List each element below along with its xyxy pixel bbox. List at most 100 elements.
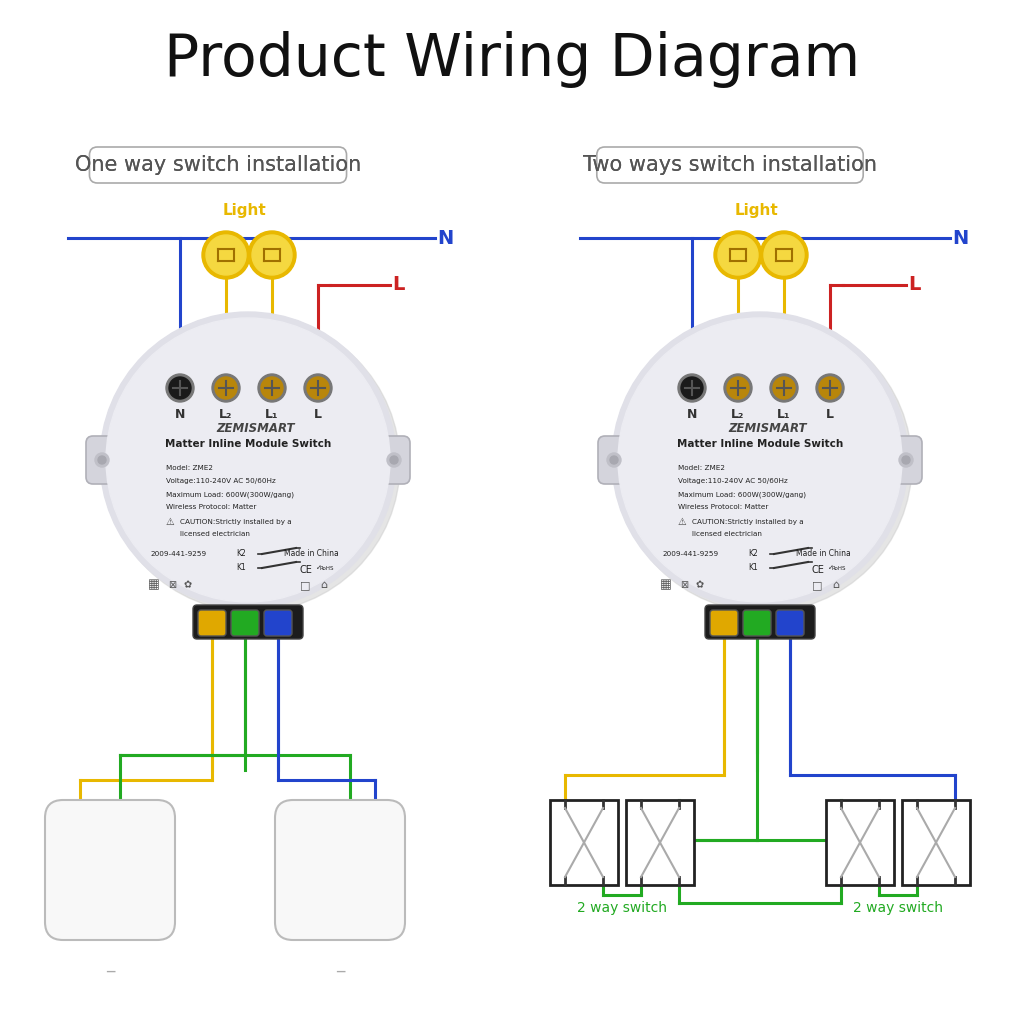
Circle shape (678, 374, 706, 402)
Circle shape (607, 453, 621, 467)
Circle shape (202, 231, 250, 279)
Text: Wireless Protocol: Matter: Wireless Protocol: Matter (678, 504, 768, 510)
FancyBboxPatch shape (89, 147, 346, 183)
Text: Light: Light (734, 203, 778, 217)
Circle shape (248, 231, 296, 279)
Circle shape (816, 374, 844, 402)
Text: Two ways switch installation: Two ways switch installation (583, 155, 877, 175)
Text: L: L (314, 408, 322, 421)
Text: N: N (437, 228, 454, 248)
Text: Wireless Protocol: Matter: Wireless Protocol: Matter (166, 504, 256, 510)
FancyBboxPatch shape (550, 800, 618, 885)
Circle shape (104, 316, 400, 612)
Circle shape (387, 453, 401, 467)
Text: K2: K2 (748, 550, 758, 558)
Text: ▦: ▦ (660, 579, 672, 592)
Circle shape (724, 374, 752, 402)
Text: CE: CE (812, 565, 825, 575)
Circle shape (95, 453, 109, 467)
FancyBboxPatch shape (626, 800, 694, 885)
Text: K1: K1 (748, 563, 758, 572)
Circle shape (307, 377, 329, 399)
Circle shape (98, 456, 106, 464)
FancyBboxPatch shape (598, 436, 630, 484)
FancyBboxPatch shape (597, 147, 863, 183)
Text: Product Wiring Diagram: Product Wiring Diagram (164, 32, 860, 88)
Text: N: N (952, 228, 969, 248)
Circle shape (718, 234, 758, 275)
FancyBboxPatch shape (378, 436, 410, 484)
FancyBboxPatch shape (45, 800, 175, 940)
Text: ⌂: ⌂ (831, 580, 839, 590)
Circle shape (902, 456, 910, 464)
FancyBboxPatch shape (826, 800, 894, 885)
Circle shape (770, 374, 798, 402)
Circle shape (212, 374, 240, 402)
Circle shape (100, 312, 396, 608)
Text: 2 way switch: 2 way switch (853, 901, 943, 915)
Text: Maximum Load: 600W(300W/gang): Maximum Load: 600W(300W/gang) (166, 490, 294, 498)
Text: Made in China: Made in China (796, 550, 851, 558)
Text: ✓: ✓ (316, 565, 322, 571)
Text: RoHS: RoHS (319, 566, 335, 571)
Text: Voltage:110-240V AC 50/60Hz: Voltage:110-240V AC 50/60Hz (166, 478, 275, 484)
FancyBboxPatch shape (743, 610, 771, 636)
Text: L₁: L₁ (265, 408, 279, 421)
Circle shape (727, 377, 749, 399)
Text: □: □ (812, 580, 822, 590)
FancyBboxPatch shape (705, 605, 815, 639)
FancyBboxPatch shape (275, 800, 406, 940)
Text: □: □ (300, 580, 310, 590)
Text: ⚠: ⚠ (678, 517, 687, 527)
Text: 2009-441-9259: 2009-441-9259 (662, 551, 718, 557)
Text: licensed electrician: licensed electrician (692, 531, 762, 537)
Text: Voltage:110-240V AC 50/60Hz: Voltage:110-240V AC 50/60Hz (678, 478, 787, 484)
FancyBboxPatch shape (231, 610, 259, 636)
Circle shape (610, 456, 618, 464)
Circle shape (390, 456, 398, 464)
Text: ZEMISMART: ZEMISMART (217, 422, 295, 434)
Text: 2 way switch: 2 way switch (577, 901, 667, 915)
Circle shape (106, 318, 390, 602)
Text: K2: K2 (236, 550, 246, 558)
FancyBboxPatch shape (264, 610, 292, 636)
Text: L: L (826, 408, 834, 421)
Text: Light: Light (222, 203, 266, 217)
FancyBboxPatch shape (86, 436, 118, 484)
Circle shape (206, 234, 246, 275)
Circle shape (166, 374, 194, 402)
Text: Model: ZME2: Model: ZME2 (678, 465, 725, 471)
Text: ⊠: ⊠ (168, 580, 176, 590)
Circle shape (258, 374, 286, 402)
Circle shape (681, 377, 703, 399)
FancyBboxPatch shape (710, 610, 738, 636)
Text: _: _ (336, 954, 344, 972)
Text: One way switch installation: One way switch installation (75, 155, 361, 175)
Text: Maximum Load: 600W(300W/gang): Maximum Load: 600W(300W/gang) (678, 490, 806, 498)
FancyBboxPatch shape (902, 800, 970, 885)
Circle shape (618, 318, 902, 602)
Circle shape (819, 377, 841, 399)
Circle shape (215, 377, 237, 399)
Text: CAUTION:Strictly installed by a: CAUTION:Strictly installed by a (180, 519, 292, 525)
FancyBboxPatch shape (776, 610, 804, 636)
Circle shape (261, 377, 283, 399)
Text: ▦: ▦ (148, 579, 160, 592)
Text: Matter Inline Module Switch: Matter Inline Module Switch (677, 439, 843, 449)
Circle shape (714, 231, 762, 279)
Text: ✓: ✓ (828, 565, 834, 571)
Circle shape (773, 377, 795, 399)
Text: ZEMISMART: ZEMISMART (729, 422, 807, 434)
Text: ✿: ✿ (184, 580, 193, 590)
Text: Made in China: Made in China (284, 550, 339, 558)
Text: Model: ZME2: Model: ZME2 (166, 465, 213, 471)
FancyBboxPatch shape (198, 610, 226, 636)
Text: L: L (392, 275, 404, 295)
Text: L₂: L₂ (219, 408, 232, 421)
Text: Matter Inline Module Switch: Matter Inline Module Switch (165, 439, 331, 449)
Text: ⌂: ⌂ (319, 580, 327, 590)
Text: L₁: L₁ (777, 408, 791, 421)
FancyBboxPatch shape (890, 436, 922, 484)
Text: N: N (175, 408, 185, 421)
Circle shape (252, 234, 292, 275)
